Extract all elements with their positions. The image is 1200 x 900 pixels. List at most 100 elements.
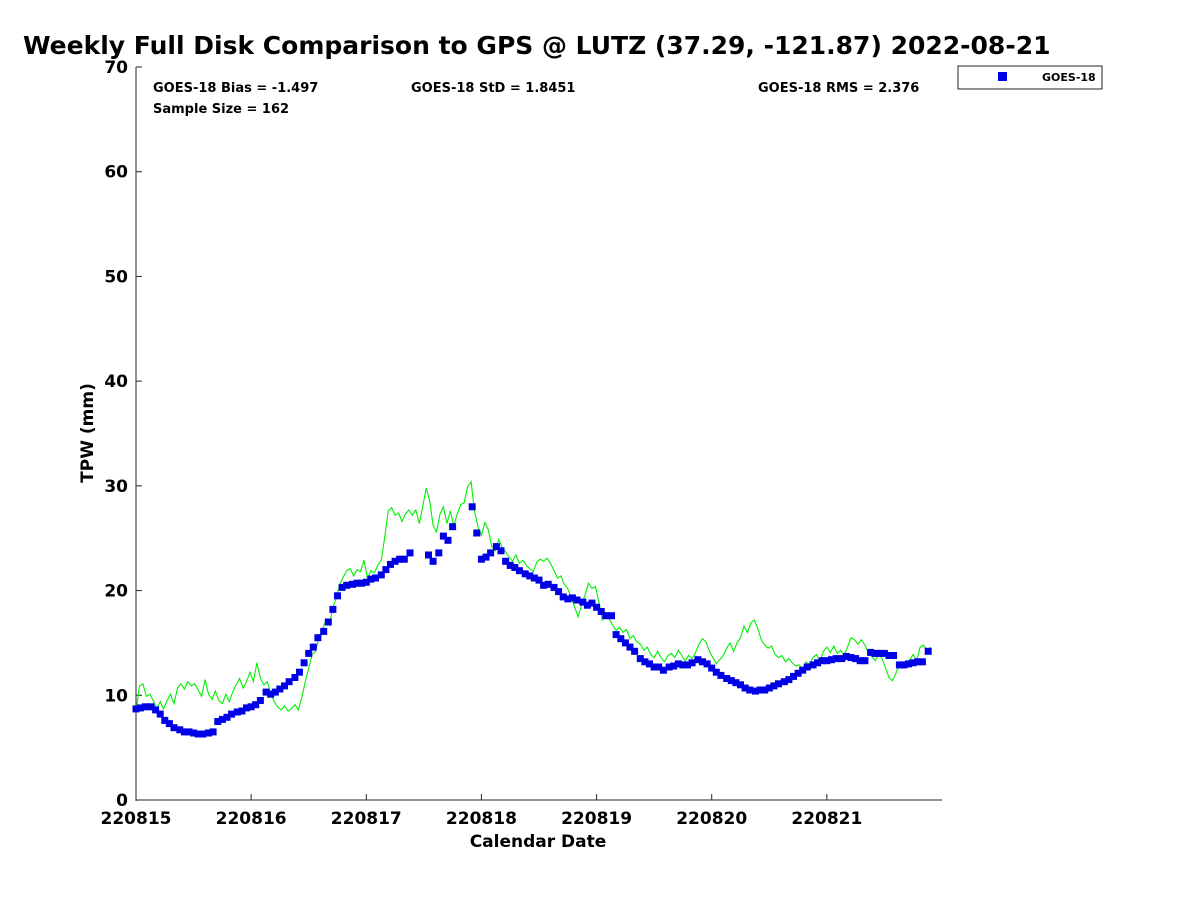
x-tick-label: 220816 [216,809,287,829]
goes18-point [803,663,811,671]
goes18-point [233,708,241,716]
goes18-point [329,605,337,613]
goes18-point [770,682,778,690]
goes18-point [271,688,279,696]
goes18-point [482,553,490,561]
y-axis-label: TPW (mm) [78,383,98,483]
goes18-point [602,612,610,620]
goes18-point [262,688,270,696]
legend-box [957,65,1103,90]
x-tick-label: 220821 [791,809,862,829]
x-axis-label: Calendar Date [470,832,607,852]
legend-marker-goes18 [998,72,1007,81]
bias-stat: GOES-18 Bias = -1.497 [153,81,318,96]
goes18-point [573,596,581,604]
goes18-point [180,728,188,736]
goes18-point [583,601,591,609]
goes18-point [924,647,932,655]
goes18-point [343,581,351,589]
goes18-point [492,543,500,551]
goes18-point [699,658,706,666]
plot-area [132,480,932,738]
goes18-point [506,561,514,569]
goes18-point [847,654,855,662]
goes18-point [190,729,198,737]
goes18-point [141,703,149,711]
goes18-point [228,710,236,718]
goes18-point [741,684,749,692]
goes18-point [309,643,317,651]
goes18-point [814,659,822,667]
goes18-point [670,662,678,670]
goes18-point [439,532,447,540]
goes18-point [285,678,293,686]
goes18-point [679,661,687,669]
goes18-point [761,686,769,694]
goes18-point [856,657,864,665]
y-tick-label: 40 [104,372,128,392]
goes18-point [564,595,572,603]
goes18-point [223,713,231,721]
goes18-point [291,674,299,681]
goes18-point [334,592,341,600]
goes18-point [372,574,379,582]
goes18-point [597,608,605,615]
goes18-point [530,574,538,582]
rms-stat: GOES-18 RMS = 2.376 [758,81,919,96]
goes18-point [362,578,370,586]
goes18-point [708,664,716,672]
goes18-point [256,697,264,704]
goes18-point [526,572,534,580]
goes18-point [631,647,639,655]
legend-label-goes18: GOES-18 [1042,71,1096,84]
goes18-point [377,571,385,579]
goes18-point [794,669,802,677]
goes18-point [515,567,523,575]
goes18-point [876,649,884,657]
goes18-point [540,581,548,589]
goes18-point [688,659,696,667]
goes18-point [209,728,217,736]
goes18-point [296,668,303,676]
goes18-point [818,657,826,665]
goes18-point [909,659,917,667]
y-tick-label: 10 [104,686,128,706]
y-tick-label: 0 [116,791,128,811]
goes18-point [314,634,322,642]
goes18-point [511,564,519,571]
goes18-point [147,703,155,711]
goes18-point [396,555,404,563]
goes18-point [425,551,432,559]
goes18-point [247,703,255,711]
goes18-point [487,549,495,557]
goes18-point [132,705,140,713]
goes18-point [544,580,552,588]
goes18-point [646,660,653,668]
goes18-point [176,726,184,734]
std-stat: GOES-18 StD = 1.8451 [411,81,575,96]
goes18-point [205,729,212,737]
goes18-point [449,523,457,531]
goes18-point [890,652,898,659]
goes18-point [717,671,725,679]
goes18-point [305,649,313,657]
sample-size-stat: Sample Size = 162 [153,102,289,117]
chart-title: Weekly Full Disk Comparison to GPS @ LUT… [23,31,1051,60]
goes18-point [502,557,510,565]
legend: GOES-18 [957,65,1103,90]
goes18-point [694,656,702,664]
goes18-point [338,583,346,591]
goes18-point [626,643,634,651]
goes18-point [612,631,620,639]
goes18-point [867,648,875,656]
y-ticks: 0 10 20 30 40 50 60 70 [104,58,142,811]
goes18-point [871,649,879,657]
goes18-point [358,579,366,587]
goes18-point [905,660,913,668]
y-tick-label: 70 [104,58,128,78]
y-tick-label: 50 [104,267,128,287]
goes18-point [790,672,797,680]
goes18-point [799,666,807,674]
goes18-point [276,685,284,693]
